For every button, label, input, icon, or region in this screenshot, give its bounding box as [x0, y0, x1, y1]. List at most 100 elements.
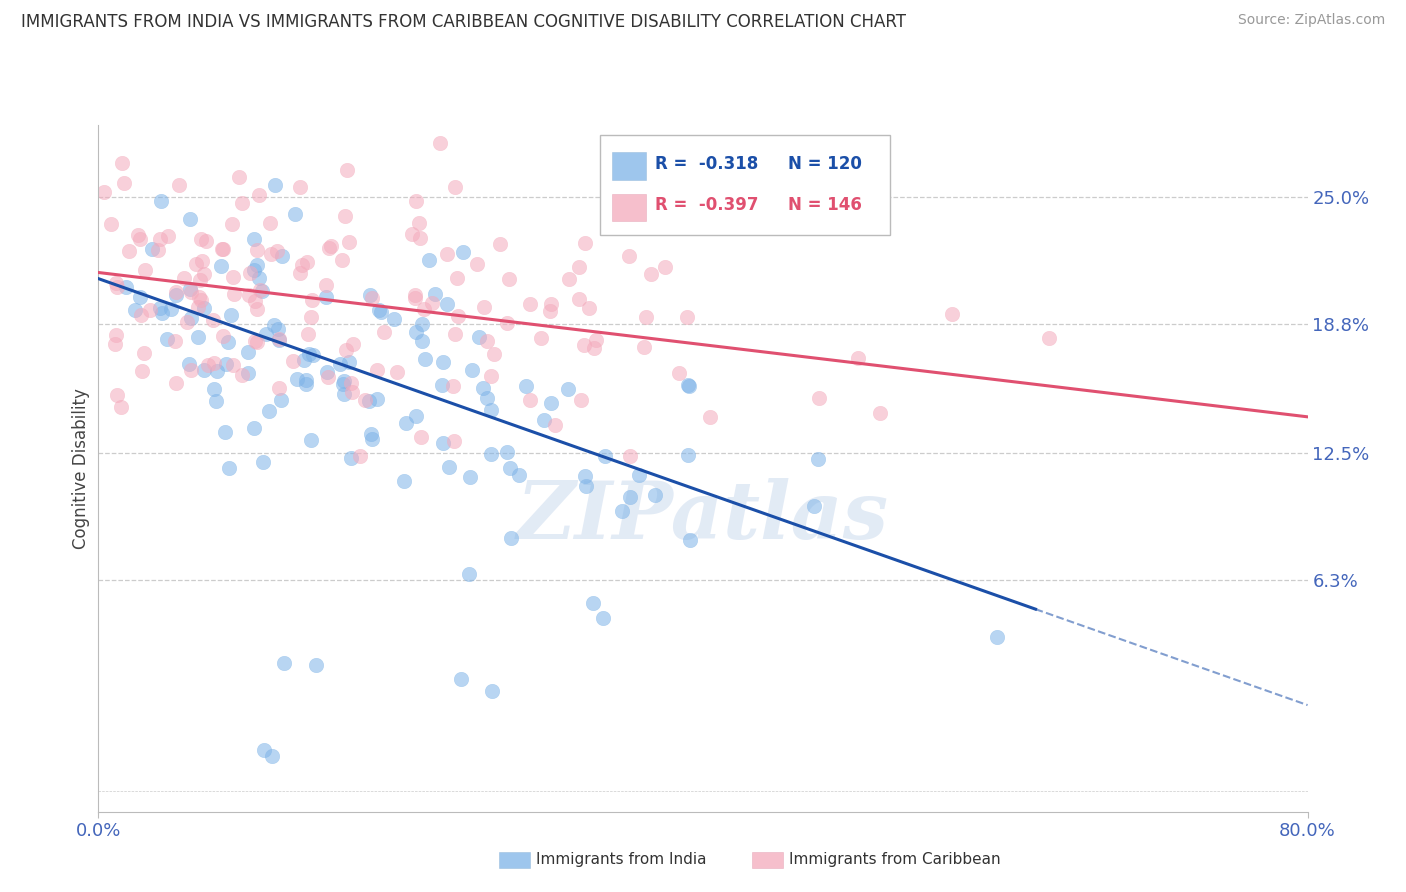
Point: [165, 288, 187, 302]
Point: [211, 328, 233, 343]
Point: [498, 272, 520, 286]
Point: [472, 300, 495, 314]
Point: [869, 406, 891, 420]
Point: [264, 178, 287, 193]
Point: [558, 272, 581, 286]
Point: [568, 260, 591, 274]
Point: [215, 358, 238, 372]
Bar: [613, 194, 647, 221]
Point: [167, 178, 190, 192]
Point: [249, 283, 271, 297]
Point: [519, 296, 541, 310]
Point: [105, 279, 128, 293]
Point: [447, 310, 470, 324]
Point: [450, 672, 472, 686]
Point: [458, 469, 481, 483]
Point: [337, 355, 360, 369]
Point: [349, 449, 371, 463]
Point: [187, 330, 209, 344]
Point: [569, 392, 592, 407]
Point: [370, 305, 392, 319]
Point: [332, 387, 354, 401]
Point: [211, 242, 233, 256]
Point: [238, 366, 260, 380]
Text: ZIPatlas: ZIPatlas: [517, 477, 889, 555]
Point: [678, 379, 700, 393]
Point: [253, 743, 276, 757]
Point: [295, 376, 318, 391]
Point: [118, 244, 141, 259]
Point: [405, 409, 427, 423]
Point: [204, 393, 226, 408]
Point: [221, 308, 243, 322]
Point: [443, 434, 465, 449]
Point: [336, 162, 359, 177]
Point: [150, 306, 173, 320]
Point: [100, 217, 122, 231]
Point: [188, 273, 211, 287]
Point: [444, 327, 467, 342]
Point: [259, 216, 281, 230]
Point: [316, 370, 339, 384]
Point: [231, 196, 253, 211]
Point: [284, 207, 307, 221]
Point: [404, 291, 426, 305]
Bar: [613, 153, 647, 180]
Point: [627, 201, 650, 215]
Point: [263, 318, 285, 332]
Text: N = 146: N = 146: [787, 196, 862, 214]
Point: [247, 188, 270, 202]
Point: [359, 288, 381, 302]
Point: [479, 447, 502, 461]
Point: [242, 262, 264, 277]
Point: [429, 136, 451, 151]
Point: [404, 288, 426, 302]
Point: [269, 332, 291, 346]
Point: [699, 409, 721, 424]
Point: [430, 378, 453, 392]
Point: [93, 185, 115, 199]
Point: [499, 460, 522, 475]
Point: [538, 304, 561, 318]
Point: [112, 176, 135, 190]
Point: [124, 303, 146, 318]
Point: [496, 316, 519, 330]
Y-axis label: Cognitive Disability: Cognitive Disability: [72, 388, 90, 549]
Point: [195, 234, 218, 248]
Point: [236, 345, 259, 359]
Point: [432, 436, 454, 450]
Point: [105, 388, 128, 402]
Point: [150, 194, 173, 208]
Point: [373, 325, 395, 339]
Point: [179, 282, 201, 296]
Point: [173, 270, 195, 285]
Text: R =  -0.318: R = -0.318: [655, 155, 758, 173]
Point: [340, 376, 363, 390]
Point: [468, 330, 491, 344]
Point: [593, 449, 616, 463]
Point: [489, 237, 512, 252]
Point: [986, 630, 1008, 644]
Point: [129, 232, 152, 246]
Point: [202, 382, 225, 396]
Point: [420, 295, 443, 310]
Point: [329, 357, 352, 371]
Point: [129, 289, 152, 303]
Point: [807, 451, 830, 466]
Text: Source: ZipAtlas.com: Source: ZipAtlas.com: [1237, 13, 1385, 28]
Point: [461, 362, 484, 376]
Point: [668, 366, 690, 380]
Point: [176, 315, 198, 329]
Point: [481, 684, 503, 698]
Point: [221, 218, 243, 232]
Point: [134, 263, 156, 277]
Point: [202, 356, 225, 370]
Point: [193, 267, 215, 281]
Point: [582, 341, 605, 355]
Point: [257, 404, 280, 418]
Point: [619, 490, 641, 504]
Point: [295, 373, 318, 387]
Point: [212, 242, 235, 256]
Point: [190, 253, 212, 268]
Point: [415, 352, 437, 367]
